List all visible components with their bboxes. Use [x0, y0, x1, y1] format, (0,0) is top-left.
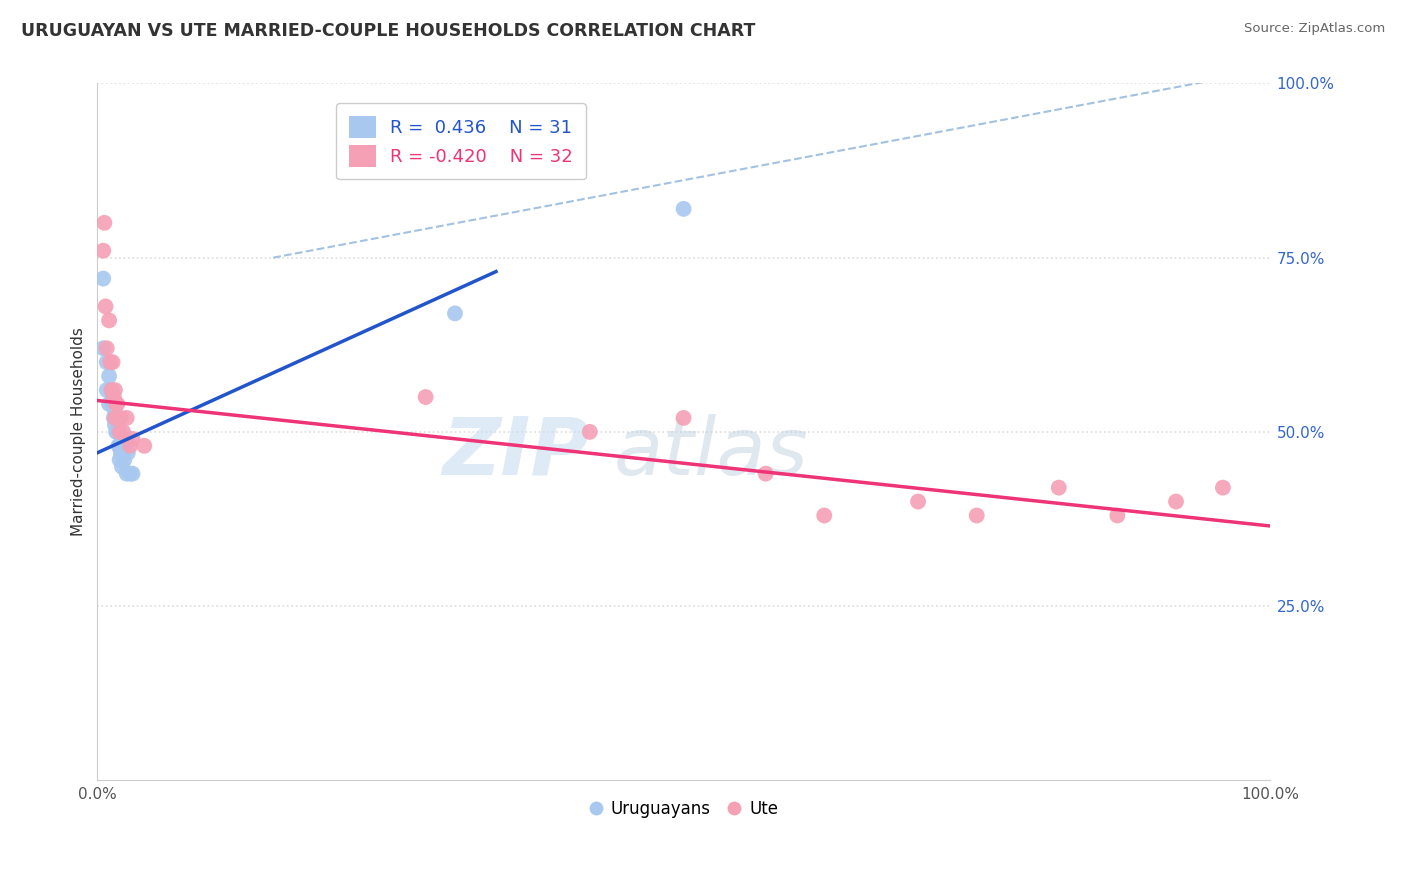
- Point: [104, 383, 127, 397]
- Point: [96, 355, 118, 369]
- Point: [672, 411, 695, 425]
- Point: [578, 425, 600, 439]
- Point: [1164, 494, 1187, 508]
- Point: [907, 494, 929, 508]
- Point: [111, 459, 134, 474]
- Point: [98, 313, 121, 327]
- Point: [112, 425, 135, 439]
- Point: [100, 383, 122, 397]
- Point: [1107, 508, 1129, 523]
- Text: atlas: atlas: [613, 414, 808, 491]
- Point: [103, 411, 125, 425]
- Point: [104, 411, 127, 425]
- Point: [112, 452, 135, 467]
- Point: [120, 439, 142, 453]
- Point: [107, 439, 129, 453]
- Point: [108, 425, 131, 439]
- Point: [107, 411, 129, 425]
- Point: [100, 383, 122, 397]
- Point: [121, 467, 143, 481]
- Point: [103, 397, 125, 411]
- Point: [115, 411, 138, 425]
- Point: [1212, 481, 1234, 495]
- Point: [104, 417, 127, 432]
- Point: [105, 397, 128, 411]
- Point: [813, 508, 835, 523]
- Y-axis label: Married-couple Households: Married-couple Households: [72, 327, 86, 536]
- Text: Source: ZipAtlas.com: Source: ZipAtlas.com: [1244, 22, 1385, 36]
- Point: [115, 467, 138, 481]
- Point: [105, 425, 128, 439]
- Point: [415, 390, 437, 404]
- Point: [755, 467, 778, 481]
- Point: [672, 202, 695, 216]
- Point: [108, 452, 131, 467]
- Point: [96, 341, 118, 355]
- Point: [98, 355, 121, 369]
- Point: [91, 271, 114, 285]
- Point: [120, 467, 142, 481]
- Point: [105, 411, 128, 425]
- Point: [101, 397, 124, 411]
- Point: [108, 439, 131, 453]
- Text: ZIP: ZIP: [443, 414, 589, 491]
- Text: URUGUAYAN VS UTE MARRIED-COUPLE HOUSEHOLDS CORRELATION CHART: URUGUAYAN VS UTE MARRIED-COUPLE HOUSEHOL…: [21, 22, 755, 40]
- Point: [104, 404, 127, 418]
- Point: [101, 390, 124, 404]
- Point: [112, 439, 135, 453]
- Point: [107, 425, 129, 439]
- Point: [103, 390, 125, 404]
- Point: [105, 411, 128, 425]
- Point: [101, 355, 124, 369]
- Point: [91, 244, 114, 258]
- Point: [966, 508, 988, 523]
- Point: [117, 446, 139, 460]
- Point: [98, 397, 121, 411]
- Point: [121, 432, 143, 446]
- Point: [444, 306, 467, 320]
- Point: [105, 425, 128, 439]
- Point: [105, 397, 128, 411]
- Point: [96, 383, 118, 397]
- Point: [110, 446, 132, 460]
- Point: [93, 216, 115, 230]
- Legend: Uruguayans, Ute: Uruguayans, Ute: [582, 793, 785, 824]
- Point: [110, 411, 132, 425]
- Point: [94, 300, 117, 314]
- Point: [1047, 481, 1070, 495]
- Point: [91, 341, 114, 355]
- Point: [134, 439, 156, 453]
- Point: [98, 369, 121, 384]
